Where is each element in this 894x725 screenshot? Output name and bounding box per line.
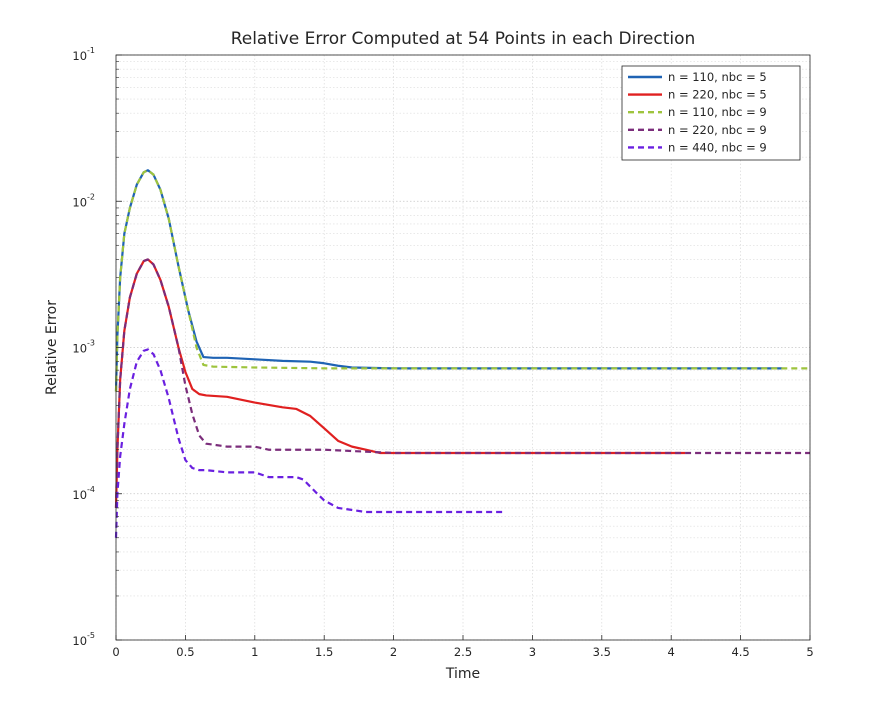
x-tick-label: 4: [668, 645, 675, 659]
x-tick-label: 0: [112, 645, 119, 659]
y-tick-exponent: -1: [87, 46, 95, 55]
legend-label-1: n = 110, nbc = 5: [668, 70, 767, 84]
x-tick-label: 1.5: [315, 645, 333, 659]
x-tick-label: 2.5: [454, 645, 472, 659]
y-tick-label: 10-1: [72, 46, 95, 63]
grid: [115, 54, 811, 641]
x-tick-label: 5: [806, 645, 813, 659]
x-tick-label: 3.5: [593, 645, 611, 659]
legend-label-3: n = 110, nbc = 9: [668, 105, 767, 119]
x-tick-label: 4.5: [731, 645, 749, 659]
x-axis-label: Time: [445, 666, 480, 682]
y-tick-base: 10: [72, 634, 87, 648]
series-line-4: [114, 258, 810, 508]
series-line-3: [114, 169, 810, 392]
legend-label-4: n = 220, nbc = 9: [668, 123, 767, 137]
series-layer: [114, 169, 810, 538]
y-tick-base: 10: [72, 49, 87, 63]
y-axis-label: Relative Error: [44, 300, 60, 395]
axis-ticks: 0 0.5 1 1.5 2 2.5 3 3.5 4 4.5 510-510-410-310-210-…: [72, 46, 813, 659]
y-tick-label: 10-2: [72, 192, 95, 209]
y-tick-exponent: -3: [87, 339, 95, 348]
series-line-2: [114, 258, 686, 508]
series-line-5: [114, 348, 505, 538]
y-tick-exponent: -2: [87, 192, 95, 201]
chart-title: Relative Error Computed at 54 Points in …: [231, 29, 696, 49]
legend: n = 110, nbc = 5 n = 220, nbc = 5 n = 110,…: [621, 65, 801, 161]
x-tick-label: 3: [529, 645, 536, 659]
y-tick-base: 10: [72, 488, 87, 502]
y-tick-label: 10-5: [72, 631, 95, 648]
x-tick-label: 0.5: [176, 645, 194, 659]
y-tick-label: 10-3: [72, 339, 95, 356]
legend-label-5: n = 440, nbc = 9: [668, 140, 767, 154]
y-tick-exponent: -4: [87, 485, 95, 494]
y-tick-base: 10: [72, 342, 87, 356]
y-tick-base: 10: [72, 195, 87, 209]
legend-label-2: n = 220, nbc = 5: [668, 88, 767, 102]
y-tick-label: 10-4: [72, 485, 95, 502]
y-tick-exponent: -5: [87, 631, 95, 640]
x-tick-label: 2: [390, 645, 397, 659]
x-tick-label: 1: [251, 645, 258, 659]
